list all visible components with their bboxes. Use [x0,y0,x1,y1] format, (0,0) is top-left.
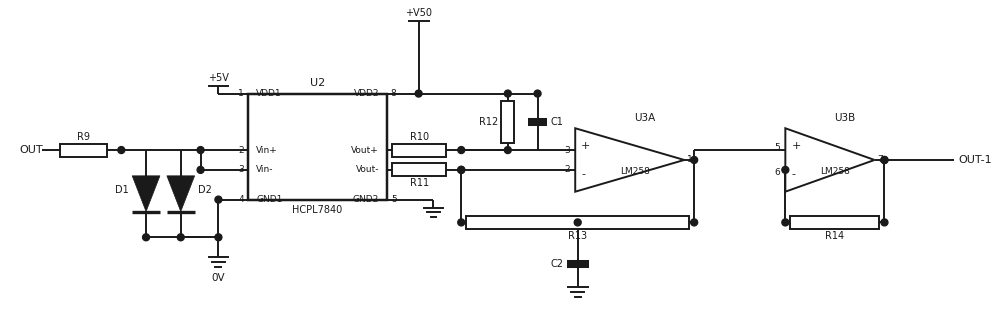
Text: U3A: U3A [634,113,655,123]
Circle shape [118,146,125,154]
Text: GND1: GND1 [256,195,282,204]
Text: 6: 6 [775,168,780,177]
Bar [248,94,387,200]
Circle shape [458,219,465,226]
Text: R14: R14 [825,231,844,241]
Text: R10: R10 [410,132,429,142]
Text: Vin-: Vin- [256,165,274,174]
Text: 4: 4 [239,195,244,204]
Polygon shape [575,128,684,192]
Text: HCPL7840: HCPL7840 [292,205,343,215]
Circle shape [782,219,789,226]
Text: +: + [581,141,591,151]
Text: D2: D2 [198,185,211,195]
Polygon shape [132,176,160,212]
Text: U2: U2 [310,78,325,88]
Text: 5: 5 [775,143,780,151]
Text: LM258: LM258 [820,167,850,176]
Text: GND2: GND2 [353,195,379,204]
Text: D1: D1 [115,185,129,195]
Text: U3B: U3B [834,113,855,123]
Bar [790,216,879,229]
Text: 6: 6 [391,165,397,174]
Circle shape [691,156,698,163]
Circle shape [458,146,465,154]
Text: R9: R9 [77,132,90,142]
Text: 1: 1 [238,89,244,98]
Circle shape [197,167,204,173]
Text: Vout-: Vout- [355,165,379,174]
Text: Vout+: Vout+ [351,146,379,155]
Circle shape [177,234,184,241]
Polygon shape [785,128,875,192]
Text: 5: 5 [391,195,397,204]
Circle shape [197,146,204,154]
Circle shape [881,156,888,163]
Text: 7: 7 [391,146,397,155]
Text: +5V: +5V [208,73,229,83]
Text: C2: C2 [551,259,564,269]
Circle shape [881,219,888,226]
Circle shape [504,146,511,154]
Text: C1: C1 [550,117,563,127]
Bar [501,100,514,143]
Circle shape [881,156,888,163]
Circle shape [534,90,541,97]
Text: 2: 2 [239,146,244,155]
Text: LM258: LM258 [620,167,650,176]
Bar [392,144,446,156]
Circle shape [458,167,465,173]
Text: 0V: 0V [212,273,225,283]
Circle shape [691,219,698,226]
Text: 3: 3 [565,146,570,155]
Circle shape [215,196,222,203]
Text: OUT-1: OUT-1 [959,155,992,165]
Text: R12: R12 [479,117,498,127]
Bar [60,144,107,156]
Text: R11: R11 [410,178,429,188]
Text: -: - [581,169,585,179]
Text: 1: 1 [687,156,693,164]
Text: 8: 8 [391,89,397,98]
Text: 2: 2 [565,165,570,174]
Circle shape [504,90,511,97]
Polygon shape [167,176,195,212]
Circle shape [458,167,465,173]
Bar [466,216,689,229]
Text: VDD1: VDD1 [256,89,282,98]
Text: 3: 3 [238,165,244,174]
Circle shape [143,234,150,241]
Circle shape [215,234,222,241]
Bar [392,163,446,176]
Circle shape [574,219,581,226]
Text: OUT: OUT [19,145,43,155]
Circle shape [782,167,789,173]
Text: +V50: +V50 [405,8,432,18]
Text: 7: 7 [878,156,883,164]
Text: +: + [791,141,801,151]
Circle shape [415,90,422,97]
Text: -: - [791,169,795,179]
Text: R13: R13 [568,231,587,241]
Text: Vin+: Vin+ [256,146,278,155]
Text: VDD2: VDD2 [353,89,379,98]
